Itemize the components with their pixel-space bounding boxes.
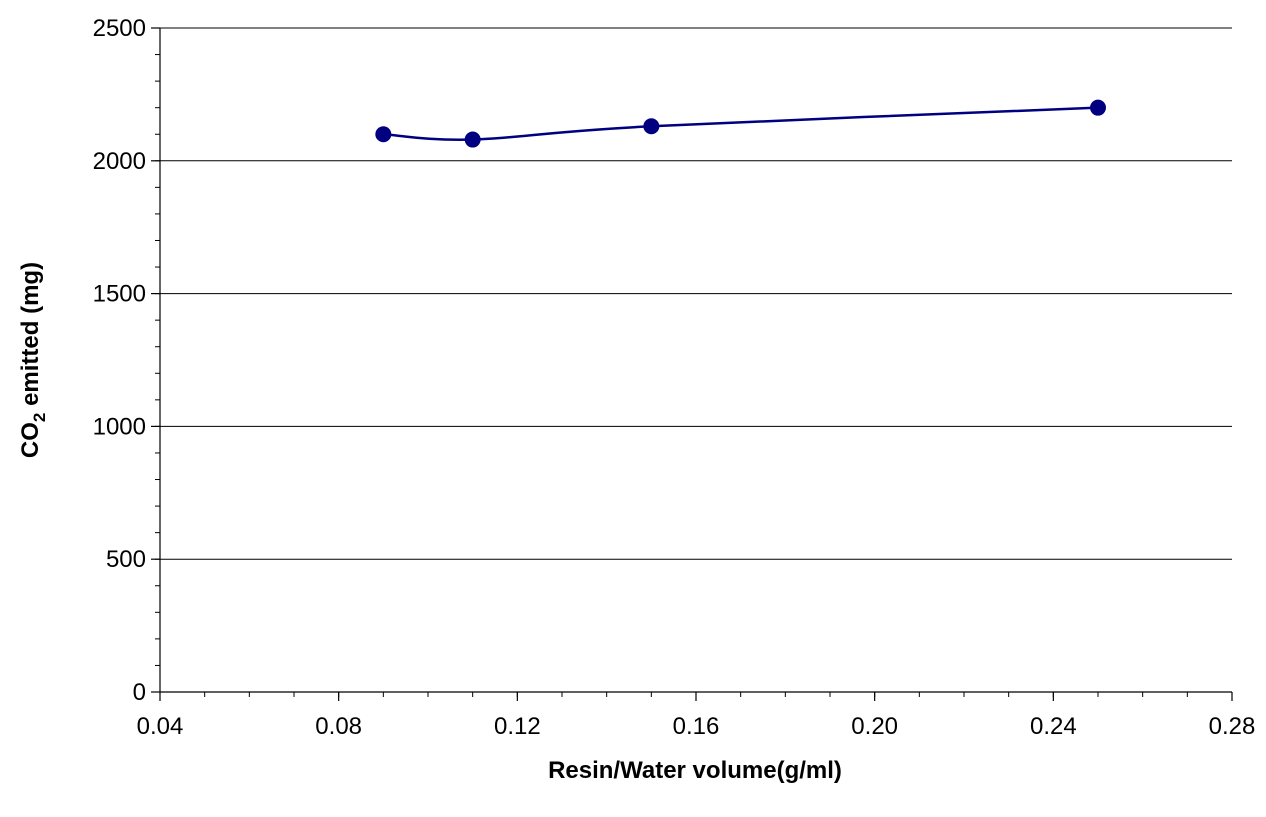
- data-point: [376, 127, 391, 142]
- axes: [160, 28, 1232, 692]
- x-tick-label: 0.24: [1030, 713, 1077, 740]
- data-point: [1091, 100, 1106, 115]
- y-tick-label: 2500: [93, 15, 146, 42]
- y-axis-title-prefix: CO: [17, 422, 44, 458]
- data-series: [376, 100, 1106, 147]
- y-tick-label: 1500: [93, 281, 146, 308]
- axis-ticks: [151, 28, 1232, 701]
- x-axis-title: Resin/Water volume(g/ml): [548, 757, 842, 784]
- y-tick-labels: 0 500 1000 1500 2000 2500: [93, 15, 146, 706]
- x-tick-label: 0.16: [673, 713, 720, 740]
- data-point: [465, 132, 480, 147]
- y-tick-label: 1000: [93, 413, 146, 440]
- y-tick-label: 0: [133, 679, 146, 706]
- x-tick-label: 0.12: [494, 713, 541, 740]
- y-axis-title-suffix: emitted (mg): [17, 262, 44, 413]
- series-line: [383, 108, 1098, 140]
- x-tick-label: 0.28: [1209, 713, 1256, 740]
- x-tick-label: 0.20: [851, 713, 898, 740]
- x-tick-label: 0.08: [315, 713, 362, 740]
- x-tick-label: 0.04: [137, 713, 184, 740]
- y-axis-title-subscript: 2: [30, 413, 49, 422]
- x-tick-labels: 0.04 0.08 0.12 0.16 0.20 0.24 0.28: [137, 713, 1256, 740]
- y-axis-title: CO2 emitted (mg): [17, 262, 49, 458]
- y-tick-label: 2000: [93, 148, 146, 175]
- y-tick-label: 500: [106, 546, 146, 573]
- data-point: [644, 119, 659, 134]
